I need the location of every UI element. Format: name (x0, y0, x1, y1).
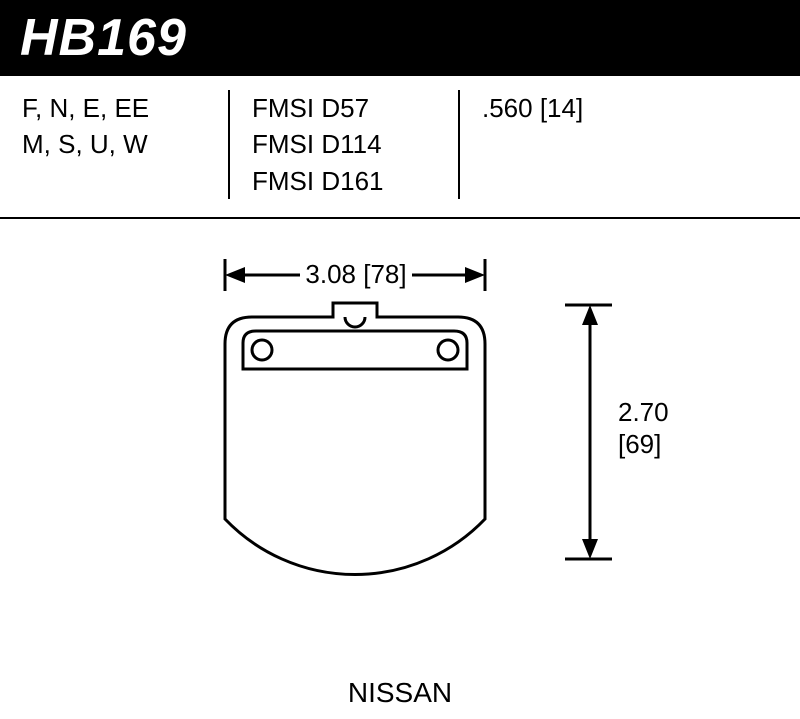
fmsi-column: FMSI D57 FMSI D114 FMSI D161 (230, 90, 460, 199)
fmsi-1: FMSI D114 (252, 126, 436, 162)
diagram-area: 3.08 [78] 2.70 [69] NISSAN (0, 219, 800, 719)
specs-row: F, N, E, EE M, S, U, W FMSI D57 FMSI D11… (0, 76, 800, 219)
height-label-in: 2.70 (618, 397, 669, 427)
pad-diagram-svg: 3.08 [78] 2.70 [69] (0, 219, 800, 679)
width-dimension: 3.08 [78] (225, 259, 485, 291)
width-label: 3.08 [78] (305, 259, 406, 289)
height-dimension: 2.70 [69] (565, 305, 669, 559)
brand-label: NISSAN (0, 677, 800, 709)
part-number: HB169 (20, 9, 187, 67)
thickness-column: .560 [14] (460, 90, 800, 199)
header-bar: HB169 (0, 0, 800, 76)
compounds-line-2: M, S, U, W (22, 126, 206, 162)
compounds-line-1: F, N, E, EE (22, 90, 206, 126)
fmsi-0: FMSI D57 (252, 90, 436, 126)
fmsi-2: FMSI D161 (252, 163, 436, 199)
compounds-column: F, N, E, EE M, S, U, W (0, 90, 230, 199)
brake-pad-shape (225, 303, 485, 575)
thickness-value: .560 [14] (482, 90, 778, 126)
height-label-mm: [69] (618, 429, 661, 459)
